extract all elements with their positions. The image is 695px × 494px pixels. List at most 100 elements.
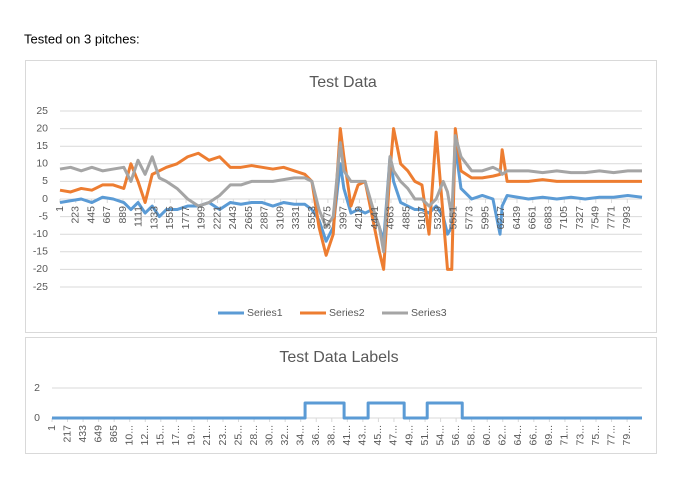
x-tick-label: 2665 [243,206,255,230]
x-tick-label: 3997 [337,206,349,230]
x-tick-label: 3553 [306,206,318,230]
x-tick-label: 62... [497,425,509,445]
x-tick-label: 58... [465,425,477,445]
x-tick-label: 5551 [448,206,460,230]
x-tick-label: 56... [450,425,462,445]
series-line [59,144,643,243]
chart-title: Test Data [309,74,377,91]
x-tick-label: 3331 [290,206,302,230]
x-tick-label: 667 [101,206,113,224]
x-tick-label: 36... [310,425,322,445]
series-line [52,401,642,420]
x-tick-label: 6217 [495,206,507,230]
x-tick-label: 6883 [542,206,554,230]
x-tick-label: 38... [326,425,338,445]
x-tick-label: 77... [605,425,617,445]
x-tick-label: 34... [294,425,306,445]
x-tick-label: 7993 [621,206,633,230]
legend-label: Series2 [329,307,365,319]
x-tick-label: 7771 [605,206,617,230]
x-tick-label: 28... [248,425,260,445]
x-tick-label: 865 [108,425,120,443]
x-tick-label: 649 [92,425,104,443]
y-tick-label: 2 [34,382,40,394]
x-tick-label: 1999 [196,206,208,230]
x-tick-label: 79... [621,425,633,445]
x-tick-label: 4219 [353,206,365,230]
x-tick-label: 5773 [464,206,476,230]
x-tick-label: 4663 [385,206,397,230]
marks-layer [52,127,643,420]
x-tick-label: 64... [512,425,524,445]
x-tick-label: 54... [434,425,446,445]
x-tick-label: 32... [279,425,291,445]
x-tick-label: 75... [590,425,602,445]
x-tick-label: 1777 [180,206,192,230]
x-tick-label: 4885 [400,206,412,230]
x-tick-label: 223 [70,206,82,224]
chart-frame [25,337,657,454]
x-tick-label: 73... [574,425,586,445]
legend-label: Series1 [247,307,283,319]
x-tick-label: 49... [403,425,415,445]
x-tick-label: 1333 [148,206,160,230]
x-tick-label: 3775 [322,206,334,230]
x-tick-label: 4441 [369,206,381,230]
x-tick-label: 21... [201,425,213,445]
y-tick-label: -25 [33,281,48,293]
x-tick-label: 3109 [274,206,286,230]
header-text: Tested on 3 pitches: [24,31,140,46]
y-tick-label: 10 [36,158,48,170]
x-tick-label: 7549 [590,206,602,230]
x-tick-label: 19... [186,425,198,445]
legend-label: Series3 [411,307,447,319]
x-tick-label: 5995 [479,206,491,230]
x-tick-label: 217 [61,425,73,443]
x-tick-label: 1111 [133,206,145,227]
y-tick-label: -5 [39,210,48,222]
x-tick-label: 15... [155,425,167,445]
x-tick-label: 51... [419,425,431,445]
y-tick-label: 0 [42,193,48,205]
x-tick-label: 47... [388,425,400,445]
x-tick-label: 2221 [211,206,223,230]
y-tick-label: 20 [36,122,48,134]
x-tick-label: 10... [123,425,135,445]
x-tick-label: 889 [117,206,129,224]
x-tick-label: 12... [139,425,151,445]
x-tick-label: 433 [77,425,89,443]
x-tick-label: 5329 [432,206,444,230]
x-tick-label: 7327 [574,206,586,230]
x-tick-label: 25... [232,425,244,445]
y-tick-label: -10 [33,228,48,240]
x-tick-label: 6661 [527,206,539,230]
y-tick-label: 0 [34,412,40,424]
chart-title: Test Data Labels [279,349,398,366]
x-tick-label: 45... [372,425,384,445]
y-tick-label: -15 [33,246,48,258]
x-tick-label: 69... [543,425,555,445]
x-tick-label: 17... [170,425,182,445]
x-tick-label: 60... [481,425,493,445]
x-tick-label: 66... [528,425,540,445]
x-tick-label: 43... [357,425,369,445]
x-tick-label: 5107 [416,206,428,230]
series-line [59,127,642,271]
x-tick-label: 41... [341,425,353,445]
x-tick-label: 30... [263,425,275,445]
y-tick-label: 5 [42,175,48,187]
x-tick-label: 6439 [511,206,523,230]
x-tick-label: 1 [46,425,58,431]
y-tick-label: 25 [36,105,48,117]
y-tick-label: -20 [33,263,48,275]
x-tick-label: 2887 [259,206,271,230]
chart-frame [25,60,657,333]
x-tick-label: 71... [559,425,571,445]
series-line [59,134,642,254]
y-tick-label: 15 [36,140,48,152]
x-tick-label: 1 [54,206,66,212]
x-tick-label: 1555 [164,206,176,230]
